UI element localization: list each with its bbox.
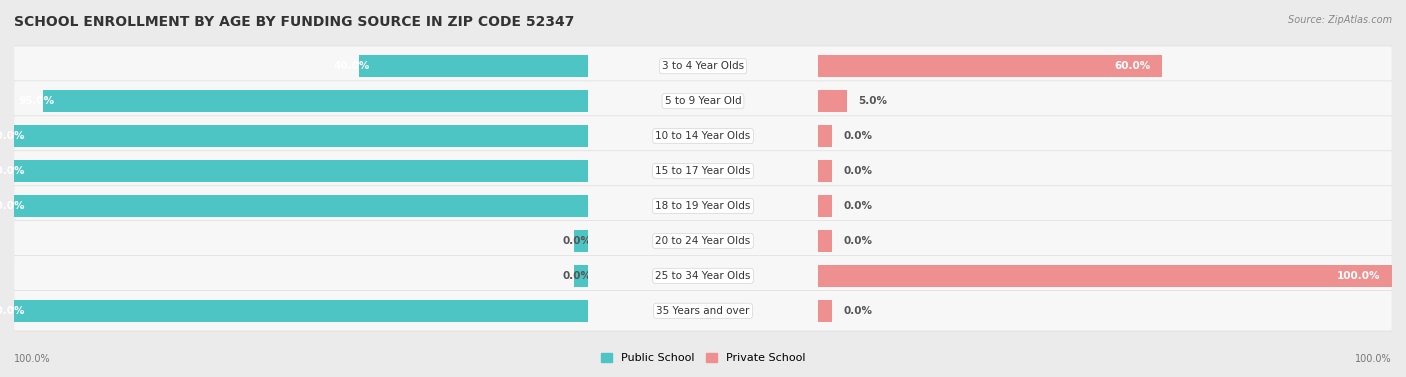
Text: SCHOOL ENROLLMENT BY AGE BY FUNDING SOURCE IN ZIP CODE 52347: SCHOOL ENROLLMENT BY AGE BY FUNDING SOUR… [14,15,575,29]
Bar [42,90,588,112]
FancyBboxPatch shape [568,291,838,331]
FancyBboxPatch shape [818,151,1392,191]
Text: 5 to 9 Year Old: 5 to 9 Year Old [665,96,741,106]
FancyBboxPatch shape [14,46,588,86]
FancyBboxPatch shape [818,291,1392,331]
Text: 0.0%: 0.0% [844,236,873,246]
Bar [818,300,832,322]
Text: 20 to 24 Year Olds: 20 to 24 Year Olds [655,236,751,246]
Text: 0.0%: 0.0% [562,236,592,246]
FancyBboxPatch shape [568,151,838,191]
Text: 0.0%: 0.0% [844,306,873,316]
Legend: Public School, Private School: Public School, Private School [596,348,810,368]
Text: 18 to 19 Year Olds: 18 to 19 Year Olds [655,201,751,211]
FancyBboxPatch shape [14,151,588,191]
FancyBboxPatch shape [14,291,588,331]
FancyBboxPatch shape [14,81,588,121]
Text: 35 Years and over: 35 Years and over [657,306,749,316]
Text: Source: ZipAtlas.com: Source: ZipAtlas.com [1288,15,1392,25]
Bar [818,125,832,147]
Text: 10 to 14 Year Olds: 10 to 14 Year Olds [655,131,751,141]
FancyBboxPatch shape [568,256,838,296]
Bar [818,195,832,217]
Text: 25 to 34 Year Olds: 25 to 34 Year Olds [655,271,751,281]
Text: 100.0%: 100.0% [0,166,25,176]
Text: 0.0%: 0.0% [844,166,873,176]
Bar [14,125,588,147]
Text: 0.0%: 0.0% [844,131,873,141]
Bar [818,90,846,112]
Text: 15 to 17 Year Olds: 15 to 17 Year Olds [655,166,751,176]
FancyBboxPatch shape [818,116,1392,156]
Bar [14,160,588,182]
FancyBboxPatch shape [14,116,588,156]
FancyBboxPatch shape [818,46,1392,86]
Bar [14,300,588,322]
Text: 40.0%: 40.0% [333,61,370,71]
FancyBboxPatch shape [14,186,588,226]
Text: 0.0%: 0.0% [844,201,873,211]
Text: 95.0%: 95.0% [18,96,55,106]
FancyBboxPatch shape [818,186,1392,226]
Text: 100.0%: 100.0% [0,201,25,211]
Text: 60.0%: 60.0% [1115,61,1152,71]
Text: 100.0%: 100.0% [14,354,51,364]
FancyBboxPatch shape [14,221,588,261]
Bar [574,265,588,287]
Text: 0.0%: 0.0% [562,271,592,281]
Text: 3 to 4 Year Olds: 3 to 4 Year Olds [662,61,744,71]
Bar [574,230,588,252]
FancyBboxPatch shape [818,221,1392,261]
Bar [14,195,588,217]
Bar [818,160,832,182]
Text: 100.0%: 100.0% [1337,271,1381,281]
FancyBboxPatch shape [818,81,1392,121]
Text: 5.0%: 5.0% [858,96,887,106]
Bar [818,230,832,252]
FancyBboxPatch shape [568,186,838,226]
Text: 100.0%: 100.0% [1355,354,1392,364]
Bar [818,55,1163,77]
Bar [359,55,588,77]
FancyBboxPatch shape [818,256,1392,296]
Text: 100.0%: 100.0% [0,131,25,141]
FancyBboxPatch shape [568,221,838,261]
FancyBboxPatch shape [568,81,838,121]
FancyBboxPatch shape [14,256,588,296]
FancyBboxPatch shape [568,46,838,86]
Bar [818,265,1392,287]
FancyBboxPatch shape [568,116,838,156]
Text: 100.0%: 100.0% [0,306,25,316]
